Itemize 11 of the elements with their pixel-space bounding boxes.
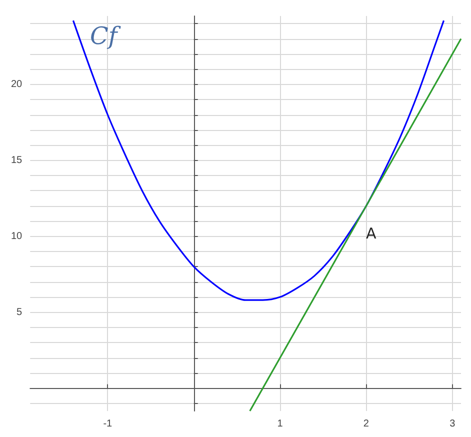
- y-tick-label: 20: [11, 78, 23, 90]
- y-tick-label: 15: [11, 154, 23, 166]
- x-tick-label: -1: [103, 418, 113, 430]
- x-tick-label: 1: [277, 418, 284, 430]
- x-tick-label: 3: [450, 418, 456, 430]
- annotation: A: [366, 224, 377, 242]
- line-series: [72, 20, 445, 301]
- x-tick-label: 2: [363, 418, 370, 430]
- y-tick-label: 5: [16, 306, 23, 318]
- y-tick-label: 10: [11, 230, 23, 242]
- annotation: Cf: [90, 22, 122, 50]
